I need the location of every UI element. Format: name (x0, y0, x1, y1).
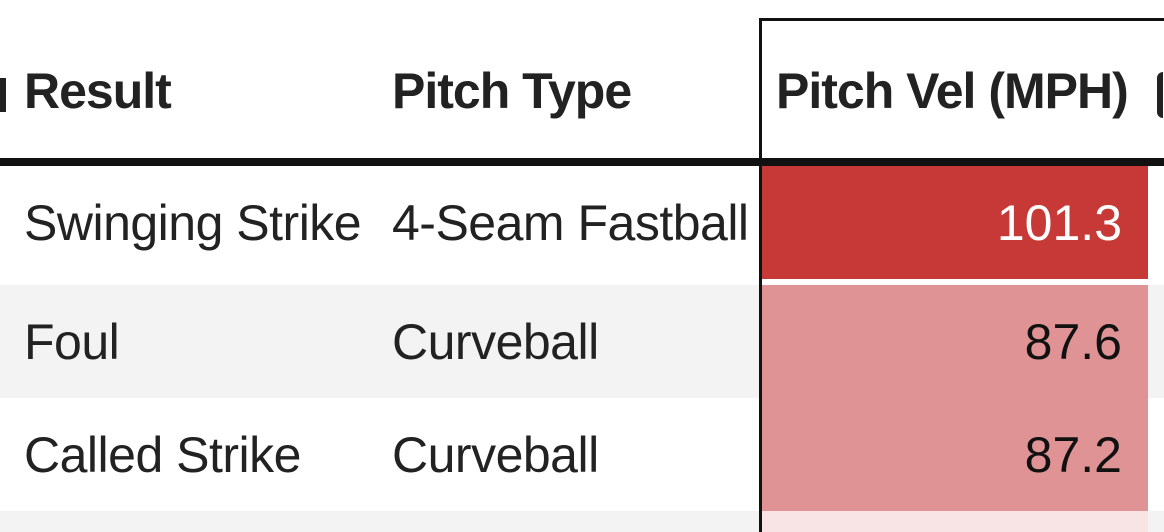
header-divider (0, 158, 1164, 166)
pitch-vel-value: 101.3 (996, 195, 1122, 251)
table-row[interactable]: Called Strike Curveball 87.2 (0, 398, 1164, 511)
table-row[interactable]: Foul Curveball 87.6 (0, 285, 1164, 398)
cell-pitch-vel: 87.2 (762, 398, 1148, 511)
cell-pitch-vel: 87.6 (762, 285, 1148, 398)
clipped-column-edge-left (0, 78, 6, 112)
clipped-column-edge-right (1157, 72, 1164, 118)
column-header-result[interactable]: Result (24, 63, 172, 119)
cell-pitch-type: Curveball (392, 314, 599, 370)
table-row-partial (0, 511, 1164, 532)
pitch-vel-value: 87.6 (1024, 314, 1122, 370)
column-header-pitch-vel[interactable]: Pitch Vel (MPH) (776, 63, 1129, 119)
cell-result: Swinging Strike (24, 195, 362, 251)
cell-result: Called Strike (24, 427, 301, 483)
table-row[interactable]: Swinging Strike 4-Seam Fastball 101.3 (0, 166, 1164, 279)
cell-result: Foul (24, 314, 120, 370)
pitch-vel-value: 87.2 (1024, 427, 1122, 483)
cell-pitch-type: Curveball (392, 427, 599, 483)
cell-pitch-vel: 101.3 (762, 166, 1148, 279)
cell-pitch-vel-partial (762, 511, 1148, 532)
table-header: Result Pitch Type Pitch Vel (MPH) (0, 0, 1164, 166)
cell-pitch-type: 4-Seam Fastball (392, 195, 749, 251)
column-header-pitch-type[interactable]: Pitch Type (392, 63, 632, 119)
